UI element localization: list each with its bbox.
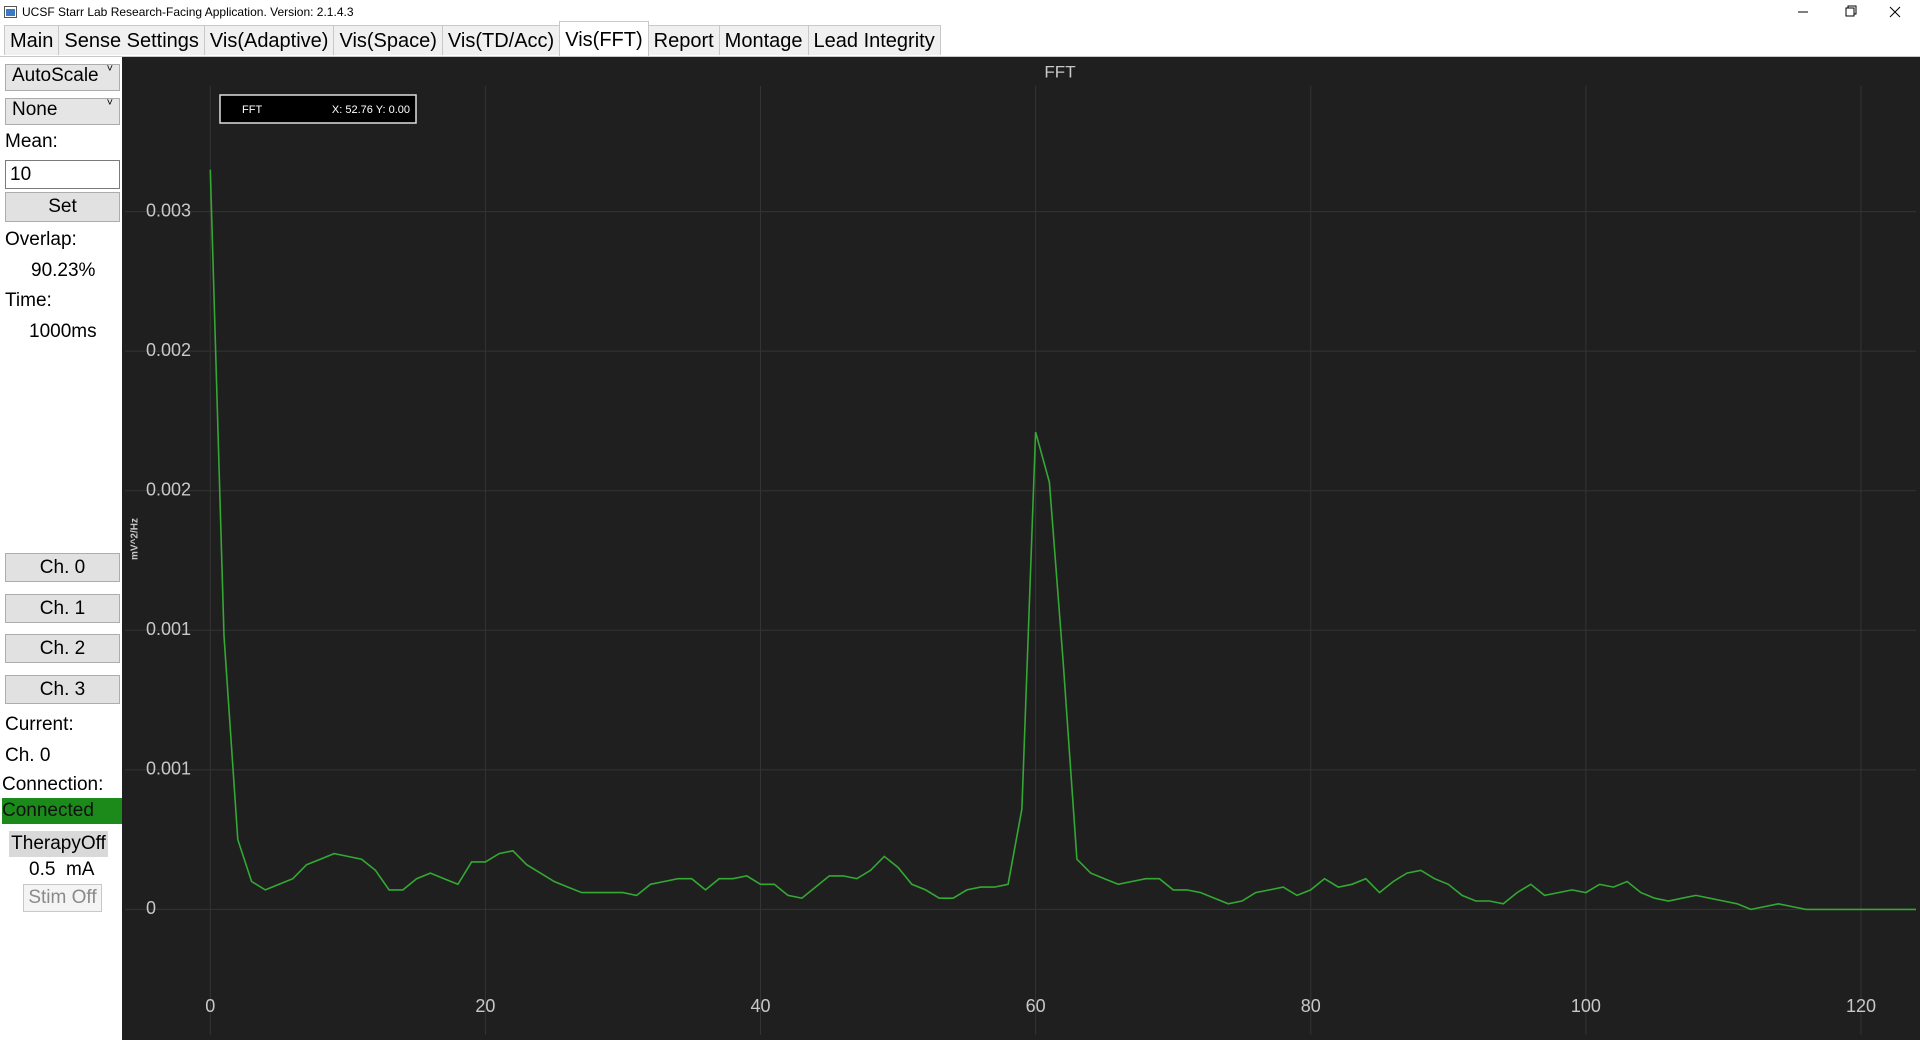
- set-button[interactable]: Set: [5, 192, 120, 222]
- current-value: Ch. 0: [5, 745, 51, 766]
- x-tick-label: 80: [1301, 996, 1321, 1016]
- x-tick-label: 0: [205, 996, 215, 1016]
- channel-button[interactable]: Ch. 1: [5, 594, 120, 623]
- overlap-label: Overlap:: [5, 229, 77, 250]
- tab[interactable]: Vis(Adaptive): [203, 25, 335, 55]
- window-title: UCSF Starr Lab Research-Facing Applicati…: [22, 5, 354, 19]
- channel-button[interactable]: Ch. 0: [5, 553, 120, 582]
- tab[interactable]: Report: [647, 25, 720, 55]
- tab[interactable]: Vis(FFT): [559, 21, 649, 56]
- therapy-status: TherapyOff: [9, 831, 108, 857]
- tab[interactable]: Main: [4, 25, 60, 55]
- channel-button[interactable]: Ch. 3: [5, 675, 120, 704]
- x-tick-label: 120: [1846, 996, 1876, 1016]
- window-controls[interactable]: [1780, 0, 1920, 24]
- y-tick-label: 0: [146, 898, 156, 918]
- tab-divider: [0, 56, 1920, 57]
- overlap-value: 90.23%: [31, 260, 96, 281]
- amplitude: 0.5 mA: [29, 859, 95, 880]
- channel-button[interactable]: Ch. 2: [5, 634, 120, 663]
- time-value: 1000ms: [29, 321, 97, 342]
- chart-background: [122, 57, 1920, 1040]
- tab-bar: Main Sense Settings Vis(Adaptive) Vis(Space…: [0, 21, 941, 56]
- scale-combo[interactable]: AutoScale ˅: [5, 63, 120, 91]
- x-tick-label: 100: [1571, 996, 1601, 1016]
- stim-button[interactable]: Stim Off: [23, 884, 102, 912]
- x-tick-label: 60: [1026, 996, 1046, 1016]
- title-bar: UCSF Starr Lab Research-Facing Applicati…: [0, 0, 1920, 24]
- current-label: Current:: [5, 714, 74, 735]
- x-tick-label: 20: [475, 996, 495, 1016]
- app-icon: [4, 6, 17, 18]
- fft-line: [209, 169, 1916, 911]
- legend-box: [219, 94, 417, 124]
- tab[interactable]: Vis(TD/Acc): [441, 25, 561, 55]
- tab[interactable]: Lead Integrity: [807, 25, 941, 55]
- combo-text: None: [12, 99, 58, 120]
- y-tick-label: 0.001: [146, 759, 191, 779]
- filter-combo[interactable]: None ˅: [5, 97, 120, 125]
- connection-label: Connection:: [2, 774, 104, 795]
- y-tick-label: 0.001: [146, 619, 191, 639]
- mean-input[interactable]: 10: [5, 160, 120, 189]
- y-axis-label: mV^2/Hz: [130, 518, 141, 560]
- x-tick-label: 40: [751, 996, 771, 1016]
- tab[interactable]: Vis(Space): [333, 25, 443, 55]
- tab[interactable]: Sense Settings: [58, 25, 205, 55]
- legend-entry: FFT: [242, 104, 262, 116]
- time-label: Time:: [5, 290, 52, 311]
- y-tick-label: 0.002: [146, 479, 191, 499]
- mean-label: Mean:: [5, 131, 58, 152]
- cursor-readout: X: 52.76 Y: 0.00: [332, 104, 410, 116]
- y-tick-label: 0.002: [146, 340, 191, 360]
- combo-text: AutoScale: [12, 65, 99, 86]
- tab[interactable]: Montage: [718, 25, 809, 55]
- connection-status: Connected: [2, 798, 122, 824]
- fft-chart: FFT mV^2/Hz 0 0.001 0.001 0.002 0.002 0.003 0 2…: [122, 57, 1920, 1040]
- y-tick-label: 0.003: [146, 200, 191, 220]
- chart-title: FFT: [1044, 62, 1075, 81]
